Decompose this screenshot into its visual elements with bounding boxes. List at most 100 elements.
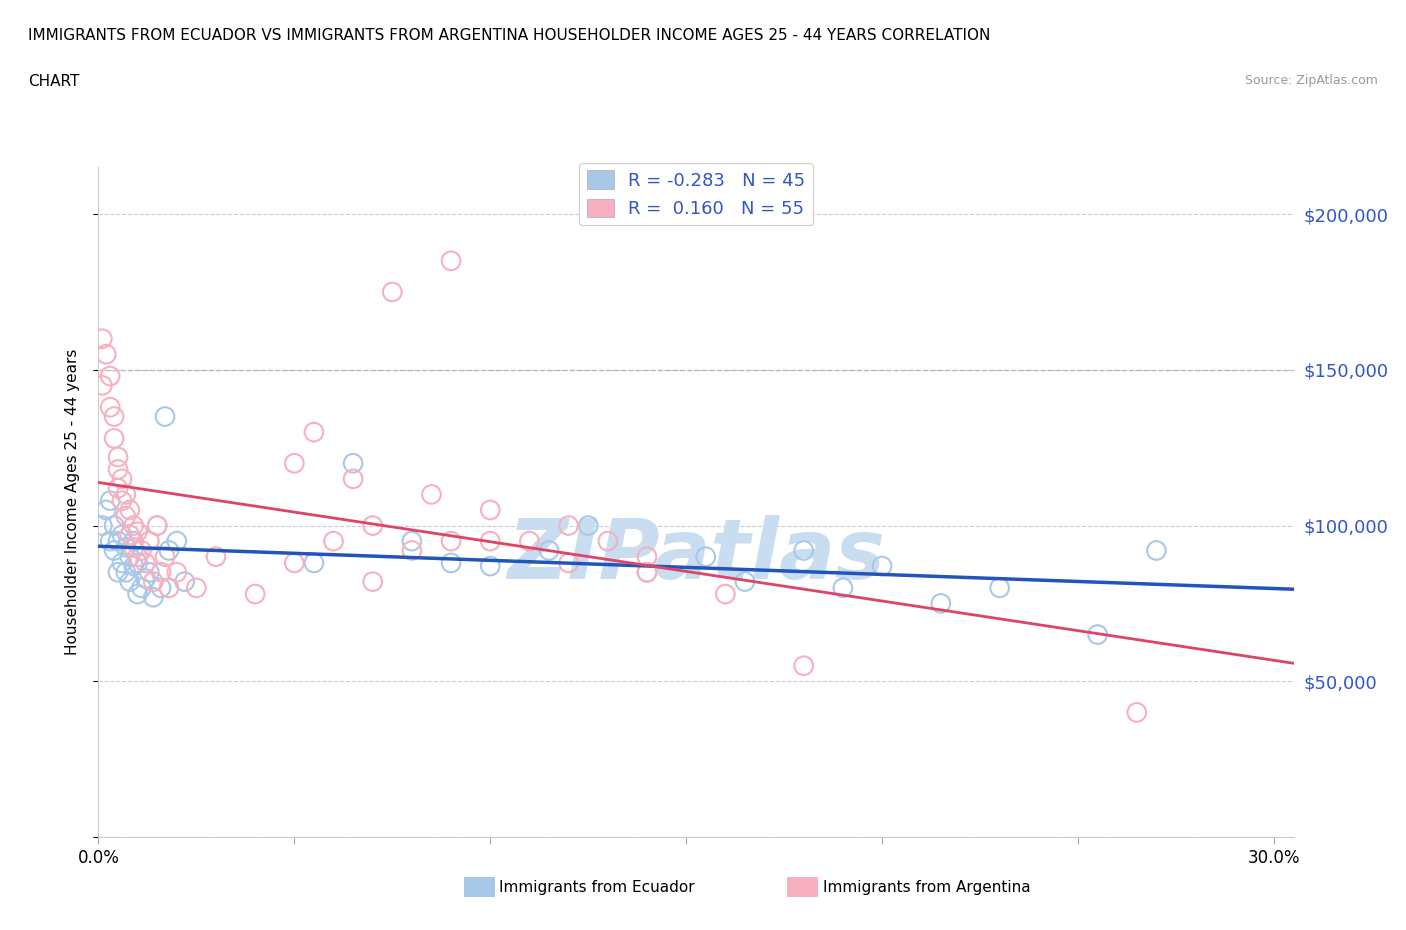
Point bbox=[118, 527, 141, 542]
Point bbox=[118, 550, 141, 565]
Point bbox=[96, 347, 118, 362]
Point bbox=[91, 378, 114, 392]
Point bbox=[111, 555, 134, 570]
Point bbox=[131, 580, 153, 595]
Text: IMMIGRANTS FROM ECUADOR VS IMMIGRANTS FROM ARGENTINA HOUSEHOLDER INCOME AGES 25 : IMMIGRANTS FROM ECUADOR VS IMMIGRANTS FR… bbox=[28, 28, 990, 43]
Point bbox=[153, 409, 176, 424]
Point bbox=[107, 481, 129, 496]
Point bbox=[576, 518, 599, 533]
Legend: R = -0.283   N = 45, R =  0.160   N = 55: R = -0.283 N = 45, R = 0.160 N = 55 bbox=[579, 163, 813, 225]
Point bbox=[870, 559, 893, 574]
Point bbox=[342, 472, 364, 486]
Text: Source: ZipAtlas.com: Source: ZipAtlas.com bbox=[1244, 74, 1378, 87]
Point bbox=[91, 518, 114, 533]
Point bbox=[115, 509, 138, 524]
Point bbox=[186, 580, 208, 595]
Point bbox=[1144, 543, 1167, 558]
Point bbox=[636, 565, 658, 579]
Point bbox=[929, 596, 952, 611]
Point bbox=[157, 580, 180, 595]
Point bbox=[96, 502, 118, 517]
Point bbox=[479, 534, 502, 549]
Point bbox=[243, 587, 266, 602]
Point bbox=[103, 431, 125, 445]
Point bbox=[115, 540, 138, 555]
Point bbox=[322, 534, 344, 549]
Text: ZIPatlas: ZIPatlas bbox=[508, 515, 884, 596]
Point bbox=[519, 534, 541, 549]
Point bbox=[440, 253, 463, 268]
Point bbox=[103, 543, 125, 558]
Point bbox=[150, 580, 173, 595]
Point bbox=[1126, 705, 1149, 720]
Point bbox=[127, 555, 149, 570]
Point bbox=[103, 409, 125, 424]
Point bbox=[111, 527, 134, 542]
Point bbox=[131, 543, 153, 558]
Text: Immigrants from Argentina: Immigrants from Argentina bbox=[823, 880, 1031, 895]
Point bbox=[537, 543, 560, 558]
Point bbox=[381, 285, 404, 299]
Point bbox=[479, 502, 502, 517]
Point bbox=[1087, 627, 1109, 642]
Point bbox=[118, 502, 141, 517]
Point bbox=[118, 574, 141, 589]
Point bbox=[734, 574, 756, 589]
Point bbox=[122, 559, 145, 574]
Point bbox=[115, 565, 138, 579]
Point bbox=[122, 518, 145, 533]
Point bbox=[173, 574, 195, 589]
Point bbox=[302, 425, 325, 440]
Point bbox=[440, 534, 463, 549]
Point bbox=[557, 555, 579, 570]
Point bbox=[146, 518, 169, 533]
Point bbox=[166, 565, 188, 579]
Point bbox=[557, 518, 579, 533]
Point bbox=[146, 518, 169, 533]
Point bbox=[142, 590, 165, 604]
Point bbox=[122, 540, 145, 555]
Point bbox=[107, 449, 129, 464]
Point bbox=[98, 368, 121, 383]
Point bbox=[98, 493, 121, 508]
Point bbox=[166, 534, 188, 549]
Point bbox=[91, 331, 114, 346]
Point bbox=[98, 400, 121, 415]
Point bbox=[98, 534, 121, 549]
Point bbox=[127, 550, 149, 565]
Point bbox=[107, 565, 129, 579]
Point bbox=[793, 543, 815, 558]
Point bbox=[793, 658, 815, 673]
Point bbox=[205, 550, 228, 565]
Point bbox=[134, 571, 156, 586]
Point bbox=[157, 543, 180, 558]
Point bbox=[420, 487, 443, 502]
Point bbox=[342, 456, 364, 471]
Point bbox=[103, 518, 125, 533]
Point bbox=[122, 534, 145, 549]
Point bbox=[107, 534, 129, 549]
Point bbox=[401, 534, 423, 549]
Point bbox=[283, 456, 305, 471]
Point bbox=[832, 580, 855, 595]
Y-axis label: Householder Income Ages 25 - 44 years: Householder Income Ages 25 - 44 years bbox=[65, 349, 80, 656]
Point bbox=[695, 550, 717, 565]
Point bbox=[115, 487, 138, 502]
Point bbox=[361, 574, 384, 589]
Point bbox=[361, 518, 384, 533]
Point bbox=[138, 534, 160, 549]
Point bbox=[150, 565, 173, 579]
Point bbox=[111, 472, 134, 486]
Point bbox=[134, 555, 156, 570]
Point bbox=[138, 565, 160, 579]
Text: Immigrants from Ecuador: Immigrants from Ecuador bbox=[499, 880, 695, 895]
Point bbox=[127, 587, 149, 602]
Point bbox=[107, 462, 129, 477]
Point bbox=[988, 580, 1011, 595]
Text: CHART: CHART bbox=[28, 74, 80, 89]
Point bbox=[127, 525, 149, 539]
Point bbox=[596, 534, 619, 549]
Point bbox=[302, 555, 325, 570]
Point bbox=[283, 555, 305, 570]
Point bbox=[636, 550, 658, 565]
